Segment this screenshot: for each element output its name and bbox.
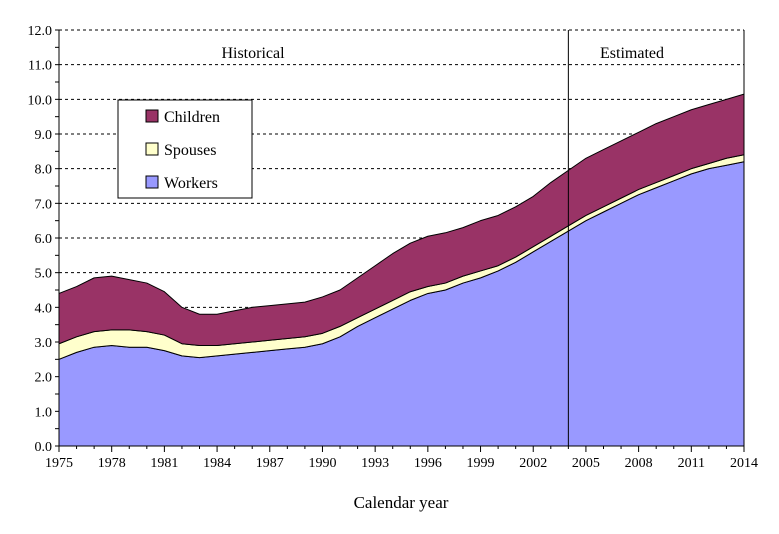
x-tick-label: 2005 xyxy=(572,456,600,471)
y-tick-label: 8.0 xyxy=(35,163,53,178)
y-tick-label: 9.0 xyxy=(35,128,53,143)
x-tick-label: 1993 xyxy=(361,456,389,471)
annotation-historical: Historical xyxy=(221,45,285,62)
x-tick-label: 1978 xyxy=(98,456,126,471)
y-tick-label: 4.0 xyxy=(35,301,53,316)
legend-label-spouses: Spouses xyxy=(164,142,216,159)
x-tick-label: 2014 xyxy=(730,456,758,471)
legend-label-children: Children xyxy=(164,109,220,126)
y-tick-label: 12.0 xyxy=(28,24,53,39)
legend-swatch-spouses xyxy=(145,142,159,156)
x-tick-label: 1981 xyxy=(150,456,178,471)
legend: Children Spouses Workers xyxy=(117,99,253,199)
y-tick-label: 6.0 xyxy=(35,232,53,247)
x-tick-label: 2008 xyxy=(625,456,653,471)
y-tick-label: 7.0 xyxy=(35,197,53,212)
legend-label-workers: Workers xyxy=(164,175,218,192)
axes xyxy=(55,29,745,452)
y-tick-label: 11.0 xyxy=(28,59,52,74)
x-tick-labels: 1975 1978 1981 1984 1987 1990 1993 1996 1999 2002… xyxy=(45,456,758,471)
y-tick-label: 3.0 xyxy=(35,336,53,351)
y-tick-label: 2.0 xyxy=(35,371,53,386)
x-tick-label: 2011 xyxy=(678,456,705,471)
legend-swatch-children xyxy=(145,109,159,123)
y-tick-label: 5.0 xyxy=(35,267,53,282)
y-tick-label: 10.0 xyxy=(28,93,53,108)
legend-swatch-workers xyxy=(145,175,159,189)
x-tick-label: 1984 xyxy=(203,456,231,471)
y-tick-label: 1.0 xyxy=(35,405,53,420)
y-tick-label: 0.0 xyxy=(35,440,53,455)
x-tick-label: 2002 xyxy=(519,456,547,471)
legend-box xyxy=(117,99,253,199)
x-tick-label: 1999 xyxy=(467,456,495,471)
x-tick-label: 1990 xyxy=(308,456,336,471)
y-tick-labels: 0.0 1.0 2.0 3.0 4.0 5.0 6.0 7.0 8.0 9.0 10.0 11.0 12… xyxy=(28,24,53,455)
x-axis-label: Calendar year xyxy=(354,493,449,512)
x-tick-label: 1987 xyxy=(256,456,284,471)
x-tick-label: 1996 xyxy=(414,456,442,471)
annotation-estimated: Estimated xyxy=(600,45,664,62)
x-tick-label: 1975 xyxy=(45,456,73,471)
